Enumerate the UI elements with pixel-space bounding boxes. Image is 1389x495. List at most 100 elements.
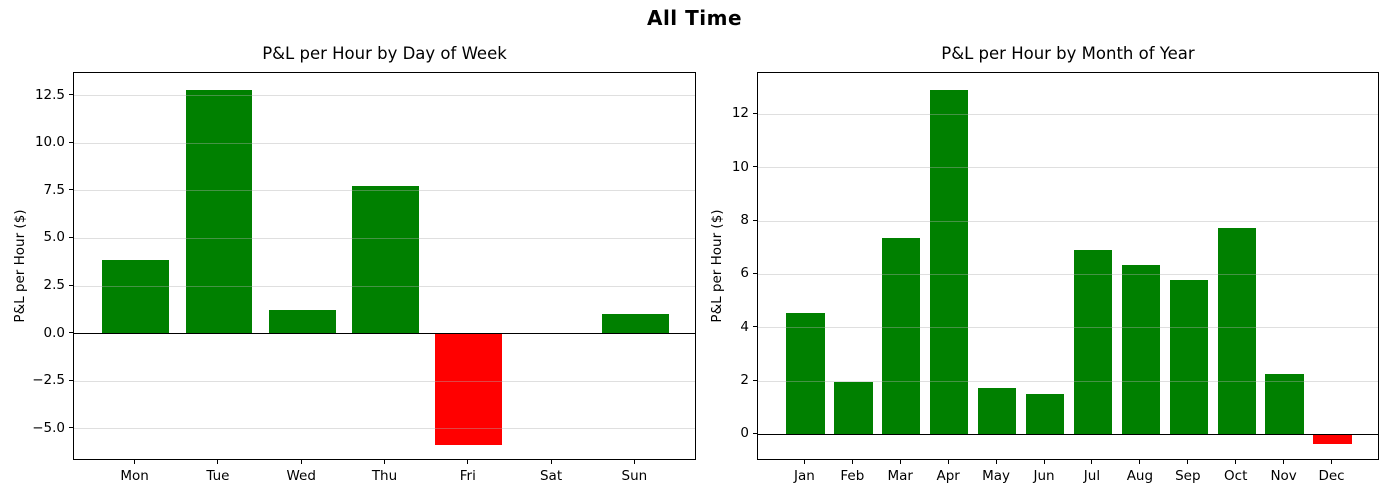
zero-axis-line (74, 332, 695, 335)
x-tick-mark (1091, 460, 1093, 464)
x-tick-label-sun: Sun (621, 468, 648, 484)
bar-tue (185, 90, 253, 334)
x-tick-label-fri: Fri (459, 468, 476, 484)
y-tick-label: 10.0 (34, 134, 65, 151)
x-tick-label-jan: Jan (794, 468, 815, 484)
y-tick-label: 7.5 (43, 181, 65, 198)
x-tick-label-jun: Jun (1033, 468, 1055, 484)
bar-wed (268, 309, 336, 334)
y-tick-mark (753, 432, 757, 434)
y-tick-mark (69, 284, 73, 286)
x-tick-mark (467, 460, 469, 464)
x-tick-label-nov: Nov (1270, 468, 1297, 484)
y-tick-mark (753, 112, 757, 114)
bar-aug (1121, 265, 1161, 435)
x-tick-mark (1187, 460, 1189, 464)
bar-mar (882, 238, 921, 435)
bar-dec (1313, 434, 1352, 444)
y-tick-label: 2.5 (43, 277, 65, 294)
x-tick-label-sep: Sep (1175, 468, 1201, 484)
gridline (758, 113, 1378, 115)
day-chart-y-axis-label: P&L per Hour ($) (12, 209, 28, 323)
bar-sep (1169, 279, 1208, 435)
bar-feb (834, 382, 873, 435)
gridline (74, 380, 695, 382)
y-tick-mark (753, 326, 757, 328)
x-tick-mark (995, 460, 997, 464)
y-tick-mark (753, 219, 757, 221)
bar-jul (1073, 250, 1113, 435)
y-tick-label: 2 (740, 372, 749, 388)
bar-fri (435, 333, 503, 445)
y-tick-mark (69, 94, 73, 96)
x-tick-mark (134, 460, 136, 464)
y-tick-mark (753, 272, 757, 274)
y-tick-label: 10 (731, 158, 749, 175)
x-tick-label-tue: Tue (206, 468, 230, 484)
x-tick-mark (300, 460, 302, 464)
x-tick-label-jul: Jul (1083, 468, 1101, 484)
x-tick-label-feb: Feb (840, 468, 865, 484)
y-tick-mark (753, 166, 757, 168)
bar-oct (1217, 227, 1256, 435)
bar-nov (1265, 374, 1304, 435)
bar-apr (930, 90, 969, 435)
x-tick-label-mar: Mar (887, 468, 913, 484)
x-tick-label-aug: Aug (1126, 468, 1154, 484)
gridline (758, 273, 1378, 275)
x-tick-mark (947, 460, 949, 464)
gridline (758, 327, 1378, 329)
y-tick-label: 8 (740, 212, 749, 228)
y-tick-label: −5.0 (32, 419, 65, 436)
x-tick-mark (1331, 460, 1333, 464)
x-tick-label-oct: Oct (1224, 468, 1248, 484)
y-tick-label: 12.5 (34, 86, 65, 103)
gridline (758, 167, 1378, 169)
x-tick-mark (384, 460, 385, 464)
day-chart-title: P&L per Hour by Day of Week (262, 44, 507, 63)
gridline (758, 380, 1378, 382)
x-tick-mark (633, 460, 635, 464)
gridline (74, 190, 695, 192)
x-tick-label-apr: Apr (936, 468, 960, 484)
x-tick-mark (899, 460, 901, 464)
bar-mon (102, 260, 169, 334)
month-chart-plot-area (757, 72, 1379, 460)
x-tick-mark (1139, 460, 1141, 464)
y-tick-mark (69, 427, 73, 429)
gridline (74, 95, 695, 97)
y-tick-mark (69, 332, 73, 334)
gridline (74, 237, 695, 239)
x-tick-label-sat: Sat (539, 468, 563, 484)
y-tick-mark (69, 236, 73, 238)
x-tick-label-dec: Dec (1318, 468, 1345, 484)
x-tick-label-thu: Thu (371, 468, 398, 484)
gridline (758, 220, 1378, 222)
x-tick-mark (550, 460, 552, 464)
gridline (74, 285, 695, 287)
x-tick-label-may: May (982, 468, 1011, 484)
gridline (74, 428, 695, 430)
bar-thu (352, 186, 419, 334)
y-tick-label: 6 (740, 265, 749, 282)
x-tick-mark (851, 460, 853, 464)
gridline (74, 142, 695, 144)
x-tick-label-wed: Wed (286, 468, 316, 484)
bar-sun (602, 313, 669, 334)
y-tick-mark (69, 379, 73, 381)
x-tick-mark (1283, 460, 1285, 464)
y-tick-label: 12 (731, 105, 749, 122)
zero-axis-line (758, 433, 1378, 436)
y-tick-mark (69, 141, 73, 143)
y-tick-label: 5.0 (43, 229, 65, 246)
y-tick-mark (69, 189, 73, 191)
x-tick-mark (1043, 460, 1045, 464)
figure-title: All Time (646, 6, 743, 30)
x-tick-mark (803, 460, 805, 464)
bar-jan (786, 313, 825, 435)
bar-may (977, 387, 1017, 435)
day-chart-plot-area (73, 72, 696, 460)
x-tick-mark (1235, 460, 1237, 464)
month-chart-title: P&L per Hour by Month of Year (941, 44, 1195, 63)
